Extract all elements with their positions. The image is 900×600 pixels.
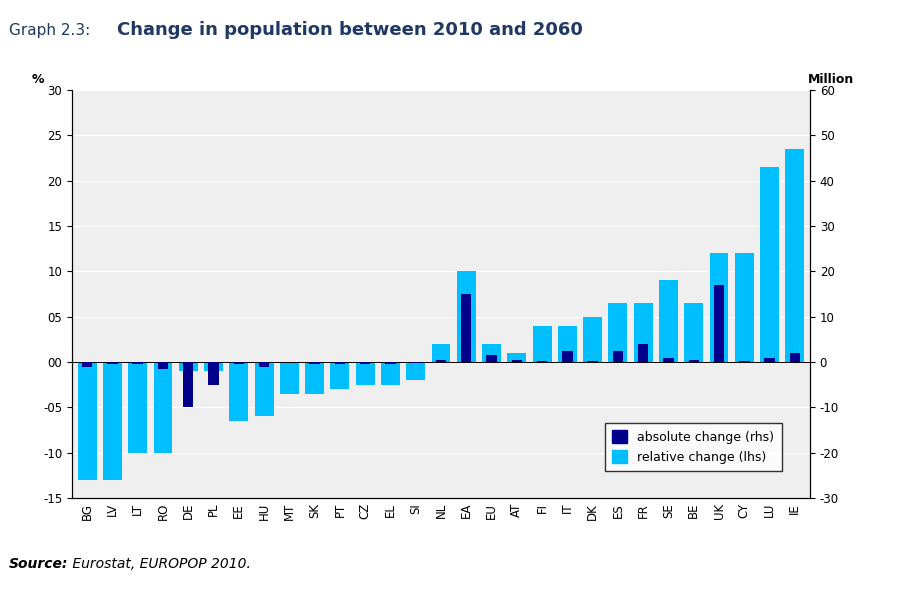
Bar <box>764 358 775 362</box>
Bar <box>82 362 93 367</box>
Bar <box>132 362 143 364</box>
Bar <box>739 361 750 362</box>
Text: Million: Million <box>808 73 854 86</box>
Bar <box>709 253 728 362</box>
Bar <box>158 362 168 369</box>
Bar <box>330 362 349 389</box>
Bar <box>208 362 219 385</box>
Bar <box>663 358 674 362</box>
Bar <box>533 326 552 362</box>
Bar <box>410 362 421 363</box>
Bar <box>734 253 754 362</box>
Bar <box>634 303 652 362</box>
Bar <box>154 362 173 452</box>
Bar <box>457 271 476 362</box>
Bar <box>558 326 577 362</box>
Bar <box>537 361 547 362</box>
Bar <box>230 362 248 421</box>
Text: Source:: Source: <box>9 557 68 571</box>
Bar <box>406 362 425 380</box>
Bar <box>511 360 522 362</box>
Text: Change in population between 2010 and 2060: Change in population between 2010 and 20… <box>117 21 583 39</box>
Bar <box>688 360 699 362</box>
Bar <box>508 353 526 362</box>
Bar <box>103 362 122 480</box>
Bar <box>714 285 724 362</box>
Bar <box>381 362 400 385</box>
Bar <box>786 149 805 362</box>
Bar <box>613 350 623 362</box>
Bar <box>259 362 269 367</box>
Legend: absolute change (rhs), relative change (lhs): absolute change (rhs), relative change (… <box>605 423 781 472</box>
Bar <box>77 362 96 480</box>
Bar <box>360 362 371 364</box>
Bar <box>204 362 223 371</box>
Bar <box>436 360 446 362</box>
Bar <box>789 353 800 362</box>
Bar <box>234 362 244 364</box>
Bar <box>128 362 148 452</box>
Bar <box>608 303 627 362</box>
Bar <box>385 362 396 364</box>
Bar <box>179 362 198 371</box>
Bar <box>638 344 648 362</box>
Bar <box>684 303 703 362</box>
Bar <box>255 362 274 416</box>
Bar <box>562 350 572 362</box>
Bar <box>486 355 497 362</box>
Bar <box>588 361 598 362</box>
Bar <box>335 362 345 364</box>
Bar <box>107 362 118 364</box>
Text: Graph 2.3:: Graph 2.3: <box>9 22 90 37</box>
Bar <box>482 344 501 362</box>
Bar <box>280 362 299 394</box>
Bar <box>659 280 678 362</box>
Bar <box>356 362 374 385</box>
Bar <box>183 362 194 407</box>
Bar <box>760 167 779 362</box>
Bar <box>310 362 320 364</box>
Text: Eurostat, EUROPOP 2010.: Eurostat, EUROPOP 2010. <box>68 557 250 571</box>
Text: %: % <box>32 73 44 86</box>
Bar <box>431 344 451 362</box>
Bar <box>305 362 324 394</box>
Bar <box>461 294 472 362</box>
Bar <box>583 317 602 362</box>
